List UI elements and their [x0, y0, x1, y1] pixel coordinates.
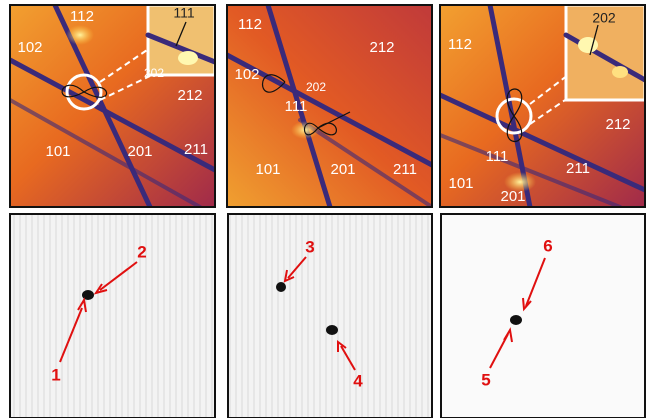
label: 3 [305, 237, 314, 256]
label: 212 [369, 39, 394, 56]
label: 112 [70, 8, 94, 25]
label: 101 [45, 143, 70, 160]
label: 211 [184, 141, 208, 158]
label: 111 [285, 98, 308, 115]
label: 212 [177, 87, 202, 104]
label: 202 [144, 66, 164, 80]
label: 1 [51, 365, 60, 384]
label: 201 [330, 161, 355, 178]
inset-label: 202 [592, 10, 616, 26]
figure: 112 102 202 212 101 201 211 111 112 212 … [0, 0, 652, 418]
label: 101 [255, 161, 280, 178]
image-panel [10, 214, 215, 418]
label: 201 [127, 143, 152, 160]
label: 102 [17, 39, 42, 56]
label: 4 [353, 371, 363, 390]
label: 5 [481, 370, 490, 389]
label: 201 [500, 188, 525, 205]
label: 2 [137, 242, 146, 261]
label: 111 [486, 148, 509, 165]
label: 112 [448, 36, 472, 53]
label: 211 [566, 160, 590, 177]
label: 102 [234, 66, 259, 83]
label: 6 [543, 236, 552, 255]
image-panel [228, 214, 432, 418]
map-panel [10, 5, 215, 207]
label: 202 [306, 80, 326, 94]
label: 112 [238, 16, 262, 33]
inset-label: 111 [173, 5, 194, 21]
label: 101 [448, 175, 473, 192]
label: 212 [605, 116, 630, 133]
label: 211 [393, 161, 417, 178]
